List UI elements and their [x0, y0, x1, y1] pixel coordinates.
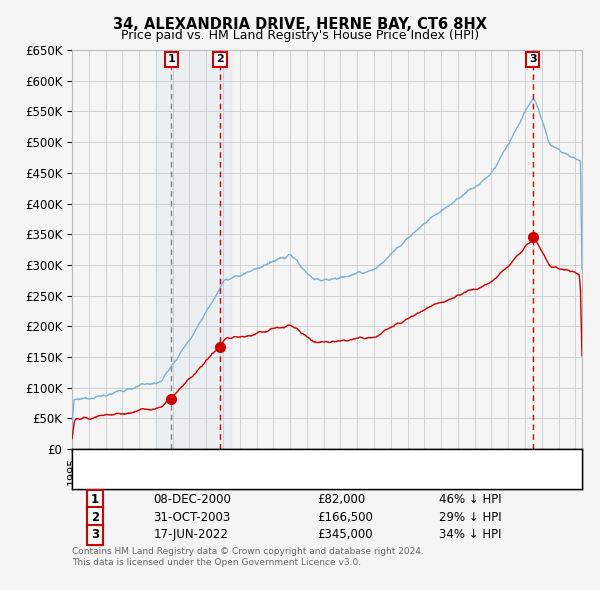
Text: 46% ↓ HPI: 46% ↓ HPI [439, 493, 502, 506]
Text: 31-OCT-2003: 31-OCT-2003 [154, 510, 231, 524]
Text: 34% ↓ HPI: 34% ↓ HPI [439, 528, 502, 541]
Text: 08-DEC-2000: 08-DEC-2000 [154, 493, 232, 506]
Text: Contains HM Land Registry data © Crown copyright and database right 2024.: Contains HM Land Registry data © Crown c… [72, 547, 424, 556]
Text: HPI: Average price, detached house, Canterbury: HPI: Average price, detached house, Cant… [118, 473, 387, 483]
Text: £82,000: £82,000 [317, 493, 365, 506]
Text: £345,000: £345,000 [317, 528, 373, 541]
Text: 17-JUN-2022: 17-JUN-2022 [154, 528, 229, 541]
Text: 34, ALEXANDRIA DRIVE, HERNE BAY, CT6 8HX (detached house): 34, ALEXANDRIA DRIVE, HERNE BAY, CT6 8HX… [118, 454, 475, 464]
Text: 3: 3 [529, 54, 536, 64]
Text: 2: 2 [91, 510, 99, 524]
Bar [220, 50, 232, 449]
Text: £166,500: £166,500 [317, 510, 373, 524]
Text: 2: 2 [216, 54, 224, 64]
Text: Price paid vs. HM Land Registry's House Price Index (HPI): Price paid vs. HM Land Registry's House … [121, 30, 479, 42]
Text: This data is licensed under the Open Government Licence v3.0.: This data is licensed under the Open Gov… [72, 558, 361, 568]
Text: 1: 1 [91, 493, 99, 506]
Bar [156, 50, 220, 449]
Text: 3: 3 [91, 528, 99, 541]
Text: 34, ALEXANDRIA DRIVE, HERNE BAY, CT6 8HX: 34, ALEXANDRIA DRIVE, HERNE BAY, CT6 8HX [113, 17, 487, 31]
Text: 29% ↓ HPI: 29% ↓ HPI [439, 510, 502, 524]
FancyBboxPatch shape [72, 449, 582, 489]
Text: 1: 1 [167, 54, 175, 64]
